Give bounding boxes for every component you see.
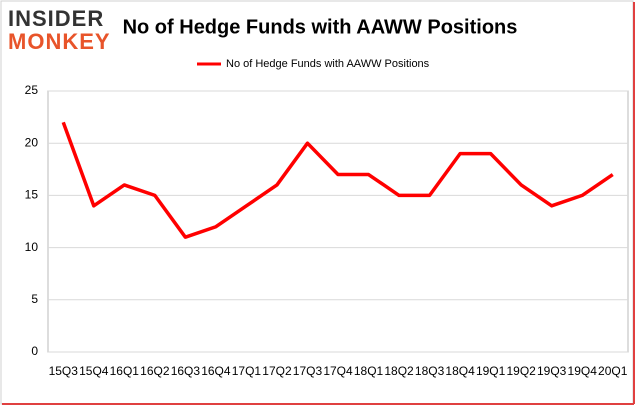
x-tick-label: 16Q2 xyxy=(140,364,170,378)
y-tick-label: 10 xyxy=(25,240,39,254)
x-tick-label: 19Q2 xyxy=(506,364,536,378)
x-tick-label: 18Q2 xyxy=(384,364,414,378)
x-tick-label: 18Q1 xyxy=(354,364,384,378)
y-tick-label: 15 xyxy=(25,188,39,202)
x-tick-label: 16Q1 xyxy=(110,364,140,378)
x-tick-label: 20Q1 xyxy=(598,364,628,378)
x-tick-label: 17Q2 xyxy=(262,364,292,378)
chart-title: No of Hedge Funds with AAWW Positions xyxy=(123,16,518,38)
x-tick-label: 17Q1 xyxy=(232,364,262,378)
x-tick-label: 19Q1 xyxy=(476,364,506,378)
y-tick-label: 20 xyxy=(25,135,39,149)
x-tick-label: 17Q3 xyxy=(293,364,323,378)
logo-bottom: MONKEY xyxy=(8,29,111,54)
x-tick-label: 19Q3 xyxy=(537,364,567,378)
y-tick-label: 5 xyxy=(31,292,38,306)
x-tick-label: 17Q4 xyxy=(323,364,353,378)
x-tick-label: 18Q4 xyxy=(445,364,475,378)
x-tick-label: 16Q4 xyxy=(201,364,231,378)
frame xyxy=(0,0,634,405)
logo-top: INSIDER xyxy=(8,6,104,31)
x-tick-label: 18Q3 xyxy=(415,364,445,378)
x-tick-label: 19Q4 xyxy=(568,364,598,378)
y-tick-label: 0 xyxy=(31,344,38,358)
data-line xyxy=(61,121,614,239)
y-tick-label: 25 xyxy=(25,83,39,97)
legend-label: No of Hedge Funds with AAWW Positions xyxy=(226,58,430,70)
x-tick-label: 16Q3 xyxy=(171,364,201,378)
x-tick-label: 15Q4 xyxy=(79,364,109,378)
x-tick-label: 15Q3 xyxy=(49,364,79,378)
